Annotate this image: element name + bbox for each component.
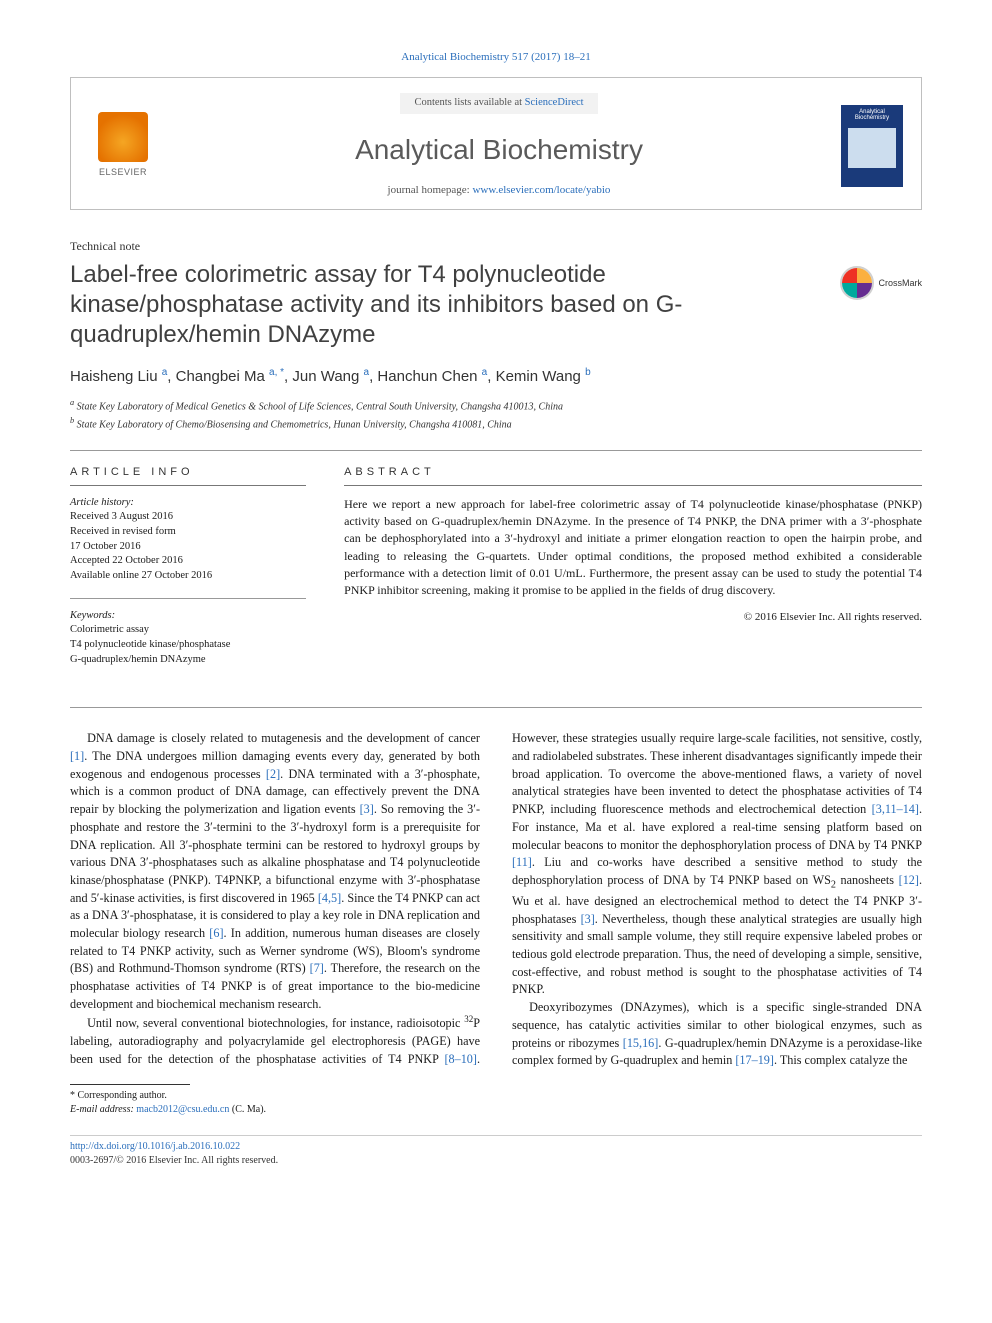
publisher-logo: ELSEVIER — [89, 107, 157, 185]
elsevier-tree-icon — [98, 112, 148, 162]
publisher-name: ELSEVIER — [99, 166, 147, 179]
keyword: G-quadruplex/hemin DNAzyme — [70, 653, 306, 668]
homepage-prefix: journal homepage: — [388, 184, 473, 196]
citation-link[interactable]: [1] — [70, 749, 84, 763]
history-received: Received 3 August 2016 — [70, 510, 306, 525]
journal-homepage-line: journal homepage: www.elsevier.com/locat… — [167, 183, 831, 198]
cover-title: Analytical Biochemistry — [845, 109, 899, 122]
journal-reference: Analytical Biochemistry 517 (2017) 18–21 — [70, 50, 922, 65]
crossmark-badge[interactable]: CrossMark — [840, 266, 922, 300]
page-footer: http://dx.doi.org/10.1016/j.ab.2016.10.0… — [70, 1135, 922, 1168]
contents-prefix: Contents lists available at — [414, 97, 524, 108]
citation-link[interactable]: [4,5] — [318, 891, 341, 905]
history-accepted: Accepted 22 October 2016 — [70, 554, 306, 569]
footnote-separator — [70, 1084, 190, 1085]
article-info-heading: ARTICLE INFO — [70, 465, 306, 485]
email-label: E-mail address: — [70, 1104, 134, 1115]
history-online: Available online 27 October 2016 — [70, 569, 306, 584]
citation-link[interactable]: [12] — [899, 873, 919, 887]
keywords-label: Keywords: — [70, 609, 306, 624]
citation-link[interactable]: [6] — [209, 926, 223, 940]
article-body: DNA damage is closely related to mutagen… — [70, 730, 922, 1070]
abstract-heading: ABSTRACT — [344, 465, 922, 485]
citation-link[interactable]: [7] — [310, 961, 324, 975]
contents-available-line: Contents lists available at ScienceDirec… — [400, 93, 597, 114]
citation-link[interactable]: [17–19] — [735, 1053, 774, 1067]
affiliation-a: a State Key Laboratory of Medical Geneti… — [70, 397, 922, 414]
divider — [70, 707, 922, 708]
history-revised-line2: 17 October 2016 — [70, 540, 306, 555]
abstract-copyright: © 2016 Elsevier Inc. All rights reserved… — [344, 610, 922, 625]
article-type: Technical note — [70, 238, 922, 255]
affiliation-b: b State Key Laboratory of Chemo/Biosensi… — [70, 415, 922, 432]
citation-link[interactable]: [15,16] — [623, 1036, 659, 1050]
corresponding-email-link[interactable]: macb2012@csu.edu.cn — [136, 1104, 229, 1115]
keyword: Colorimetric assay — [70, 623, 306, 638]
issn-copyright-line: 0003-2697/© 2016 Elsevier Inc. All right… — [70, 1155, 278, 1166]
citation-link[interactable]: [3] — [581, 912, 595, 926]
citation-link[interactable]: [2] — [266, 767, 280, 781]
footnotes: * Corresponding author. E-mail address: … — [70, 1089, 922, 1117]
journal-homepage-link[interactable]: www.elsevier.com/locate/yabio — [472, 184, 610, 196]
divider — [70, 598, 306, 599]
citation-link[interactable]: [3] — [360, 802, 374, 816]
keyword: T4 polynucleotide kinase/phosphatase — [70, 638, 306, 653]
body-paragraph: Deoxyribozymes (DNAzymes), which is a sp… — [512, 999, 922, 1070]
sciencedirect-link[interactable]: ScienceDirect — [525, 97, 584, 108]
citation-link[interactable]: [8–10] — [444, 1052, 477, 1066]
history-label: Article history: — [70, 496, 306, 511]
citation-link[interactable]: [3,11–14] — [872, 802, 919, 816]
corresponding-author-note: * Corresponding author. — [70, 1089, 922, 1103]
citation-link[interactable]: [11] — [512, 855, 532, 869]
article-title: Label-free colorimetric assay for T4 pol… — [70, 260, 822, 350]
cover-image-icon — [848, 128, 896, 168]
author-list: Haisheng Liu a, Changbei Ma a, *, Jun Wa… — [70, 366, 922, 387]
journal-header-box: ELSEVIER Contents lists available at Sci… — [70, 77, 922, 209]
abstract-text: Here we report a new approach for label-… — [344, 496, 922, 600]
corresponding-email-line: E-mail address: macb2012@csu.edu.cn (C. … — [70, 1103, 922, 1117]
body-paragraph: DNA damage is closely related to mutagen… — [70, 730, 480, 1013]
divider — [70, 450, 922, 451]
crossmark-label: CrossMark — [878, 277, 922, 290]
history-revised-line1: Received in revised form — [70, 525, 306, 540]
journal-name: Analytical Biochemistry — [167, 130, 831, 169]
doi-link[interactable]: http://dx.doi.org/10.1016/j.ab.2016.10.0… — [70, 1141, 240, 1152]
crossmark-icon — [840, 266, 874, 300]
journal-cover-thumbnail: Analytical Biochemistry — [841, 105, 903, 187]
